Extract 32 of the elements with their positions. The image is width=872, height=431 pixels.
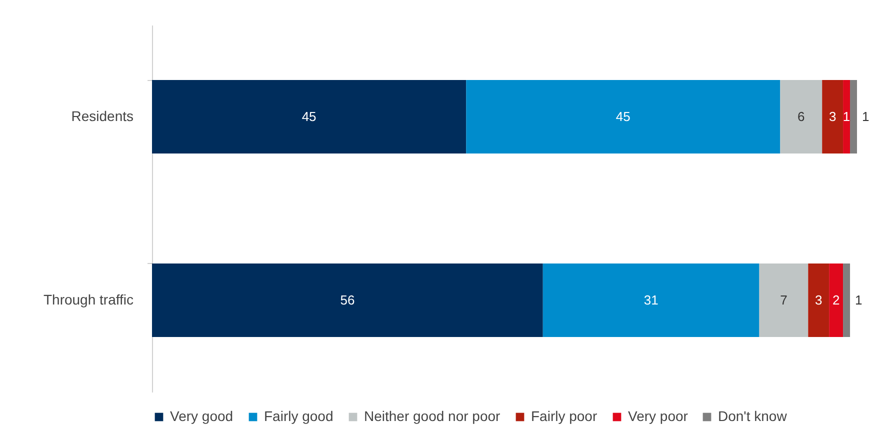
legend-label: Fairly good [264,408,334,424]
bar [843,80,850,154]
data-label: 1 [842,108,850,124]
data-label: 45 [302,108,316,124]
data-label: 1 [855,292,862,308]
bar [759,264,808,337]
bar [829,264,844,337]
bar [780,80,822,154]
legend-label: Very poor [628,408,688,424]
legend-label: Fairly poor [531,408,598,424]
bar [542,264,760,337]
bar [808,264,830,337]
legend-label: Don't know [718,408,788,424]
legend-label: Neither good nor poor [364,408,501,424]
bar [843,264,850,337]
data-label: 31 [644,292,658,308]
bar [850,80,857,154]
data-label: 6 [798,108,805,124]
bar [822,80,844,154]
bar [152,264,543,337]
data-label: 56 [340,292,355,308]
data-label: 45 [616,108,630,124]
data-label: 7 [780,292,788,308]
data-label: 3 [814,292,822,308]
legend-label: Very good [170,408,234,424]
y-tick-label: Through traffic [43,291,134,308]
data-label: 1 [862,108,870,124]
data-label: 3 [828,108,836,124]
bar [466,80,780,154]
bar [152,80,466,154]
y-tick-label: Residents [71,108,134,124]
data-label: 2 [832,292,840,308]
